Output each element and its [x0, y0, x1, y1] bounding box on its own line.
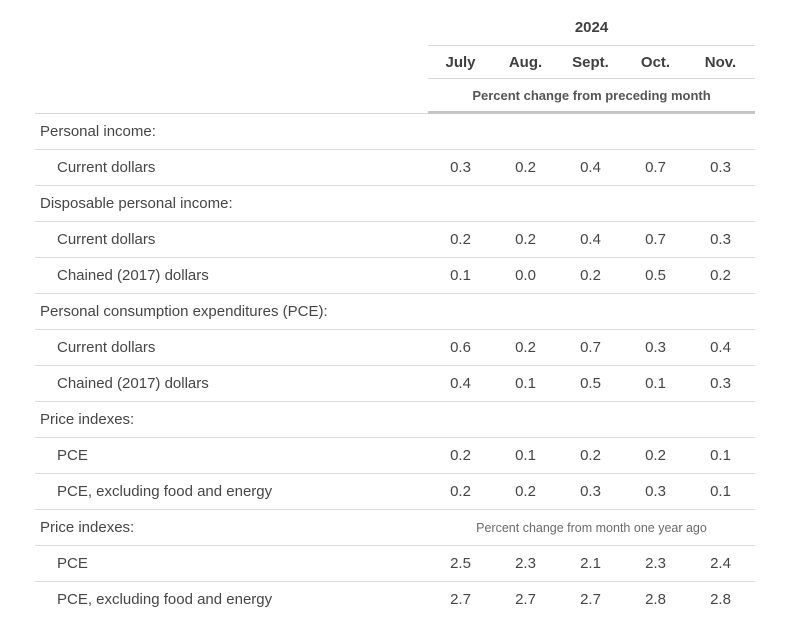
value-cell: 0.3 — [450, 159, 471, 176]
value-cell: 2.1 — [580, 555, 601, 572]
month-header: Aug. — [508, 53, 543, 71]
value-cell: 2.7 — [580, 591, 601, 608]
year-row-spacer — [35, 10, 428, 46]
data-row: Chained (2017) dollars 0.4 0.1 0.5 0.1 0… — [35, 366, 755, 402]
value-cell: 0.2 — [450, 447, 471, 464]
value-cell: 0.1 — [645, 375, 666, 392]
value-cell: 0.3 — [645, 483, 666, 500]
value-cell: 0.4 — [450, 375, 471, 392]
value-cell: 0.3 — [710, 231, 731, 248]
value-cell: 0.7 — [645, 159, 666, 176]
section-row: Price indexes: — [35, 402, 755, 438]
value-cell: 0.0 — [515, 267, 536, 284]
value-cell: 2.5 — [450, 555, 471, 572]
data-row: PCE, excluding food and energy 0.2 0.2 0… — [35, 474, 755, 510]
value-cell: 2.7 — [450, 591, 471, 608]
value-cell: 0.4 — [580, 231, 601, 248]
value-cell: 2.8 — [710, 591, 731, 608]
row-label: PCE, excluding food and energy — [57, 483, 273, 500]
section-label: Price indexes: — [40, 519, 135, 536]
value-cell: 0.3 — [710, 159, 731, 176]
value-cell: 0.3 — [710, 375, 731, 392]
value-cell: 0.6 — [450, 339, 471, 356]
row-label: Chained (2017) dollars — [57, 375, 209, 392]
income-pce-table: 2024 July Aug. Sept. Oct. Nov. Percent c… — [35, 10, 755, 617]
value-cell: 0.2 — [515, 339, 536, 356]
value-cell: 0.2 — [580, 447, 601, 464]
value-cell: 0.2 — [645, 447, 666, 464]
section-label: Price indexes: — [40, 411, 135, 428]
row-label: PCE — [57, 555, 88, 572]
units-subheader-row: Percent change from preceding month — [35, 79, 755, 114]
value-cell: 2.3 — [645, 555, 666, 572]
value-cell: 0.1 — [515, 447, 536, 464]
value-cell: 0.1 — [710, 483, 731, 500]
value-cell: 0.1 — [710, 447, 731, 464]
year-row: 2024 — [35, 10, 755, 46]
data-row: PCE, excluding food and energy 2.7 2.7 2… — [35, 582, 755, 617]
month-header: Nov. — [704, 53, 737, 71]
section-label: Personal consumption expenditures (PCE): — [40, 303, 328, 320]
value-cell: 0.7 — [580, 339, 601, 356]
data-row: Chained (2017) dollars 0.1 0.0 0.2 0.5 0… — [35, 258, 755, 294]
value-cell: 0.4 — [710, 339, 731, 356]
value-cell: 0.2 — [710, 267, 731, 284]
data-row: Current dollars 0.3 0.2 0.4 0.7 0.3 — [35, 150, 755, 186]
section-row-with-note: Price indexes: Percent change from month… — [35, 510, 755, 546]
row-label: PCE — [57, 447, 88, 464]
value-cell: 0.5 — [645, 267, 666, 284]
units-subheader-2: Percent change from month one year ago — [476, 520, 707, 535]
value-cell: 2.3 — [515, 555, 536, 572]
value-cell: 0.2 — [515, 231, 536, 248]
value-cell: 2.7 — [515, 591, 536, 608]
section-row: Disposable personal income: — [35, 186, 755, 222]
value-cell: 0.1 — [515, 375, 536, 392]
value-cell: 0.2 — [450, 483, 471, 500]
data-row: Current dollars 0.2 0.2 0.4 0.7 0.3 — [35, 222, 755, 258]
data-row: PCE 0.2 0.1 0.2 0.2 0.1 — [35, 438, 755, 474]
month-row-spacer — [35, 46, 428, 79]
value-cell: 2.4 — [710, 555, 731, 572]
row-label: Current dollars — [57, 159, 156, 176]
month-header-row: July Aug. Sept. Oct. Nov. — [35, 46, 755, 79]
row-label: Chained (2017) dollars — [57, 267, 209, 284]
value-cell: 0.2 — [580, 267, 601, 284]
row-label: Current dollars — [57, 339, 156, 356]
value-cell: 2.8 — [645, 591, 666, 608]
value-cell: 0.5 — [580, 375, 601, 392]
section-row: Personal income: — [35, 114, 755, 150]
units-subheader: Percent change from preceding month — [428, 79, 755, 114]
value-cell: 0.7 — [645, 231, 666, 248]
value-cell: 0.3 — [580, 483, 601, 500]
row-label: PCE, excluding food and energy — [57, 591, 273, 608]
data-row: PCE 2.5 2.3 2.1 2.3 2.4 — [35, 546, 755, 582]
section-label: Disposable personal income: — [40, 195, 233, 212]
value-cell: 0.3 — [645, 339, 666, 356]
section-row: Personal consumption expenditures (PCE): — [35, 294, 755, 330]
data-row: Current dollars 0.6 0.2 0.7 0.3 0.4 — [35, 330, 755, 366]
value-cell: 0.2 — [515, 483, 536, 500]
value-cell: 0.4 — [580, 159, 601, 176]
value-cell: 0.2 — [515, 159, 536, 176]
month-header: Oct. — [640, 53, 671, 71]
section-label: Personal income: — [40, 123, 156, 140]
row-label: Current dollars — [57, 231, 156, 248]
year-header: 2024 — [428, 10, 755, 46]
value-cell: 0.2 — [450, 231, 471, 248]
month-header: Sept. — [572, 53, 609, 71]
month-header: July — [445, 53, 476, 71]
subheader-row-spacer — [35, 79, 428, 114]
value-cell: 0.1 — [450, 267, 471, 284]
